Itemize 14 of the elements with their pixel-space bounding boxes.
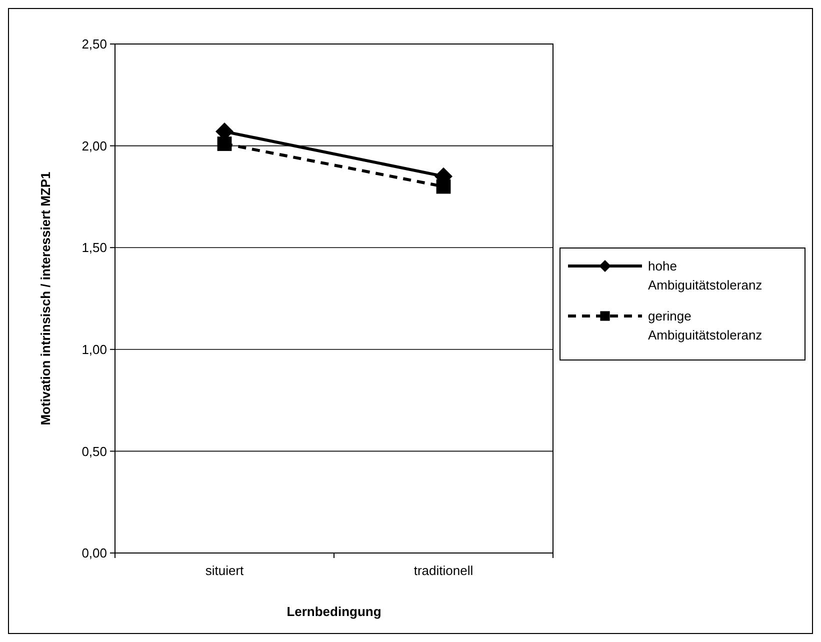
x-tick-label: situiert bbox=[205, 563, 244, 578]
point bbox=[217, 136, 232, 151]
y-tick-label: 2,50 bbox=[82, 36, 107, 52]
y-tick-label: 0,50 bbox=[82, 444, 107, 459]
text: hohe Ambiguitätstoleranz bbox=[648, 258, 762, 292]
y-tick-label: 1,00 bbox=[82, 342, 107, 357]
y-tick-label: 2,00 bbox=[82, 138, 107, 154]
x-tick-label: traditionell bbox=[414, 563, 474, 578]
y-axis-title: Motivation intrinsisch / interessiert MZP1 bbox=[38, 172, 53, 426]
point bbox=[436, 179, 451, 194]
text: geringe Ambiguitätstoleranz bbox=[648, 308, 762, 342]
x-axis-title: Lernbedingung bbox=[286, 604, 382, 619]
y-tick-label: 0,00 bbox=[82, 546, 107, 561]
y-tick-label: 1,50 bbox=[82, 240, 107, 256]
